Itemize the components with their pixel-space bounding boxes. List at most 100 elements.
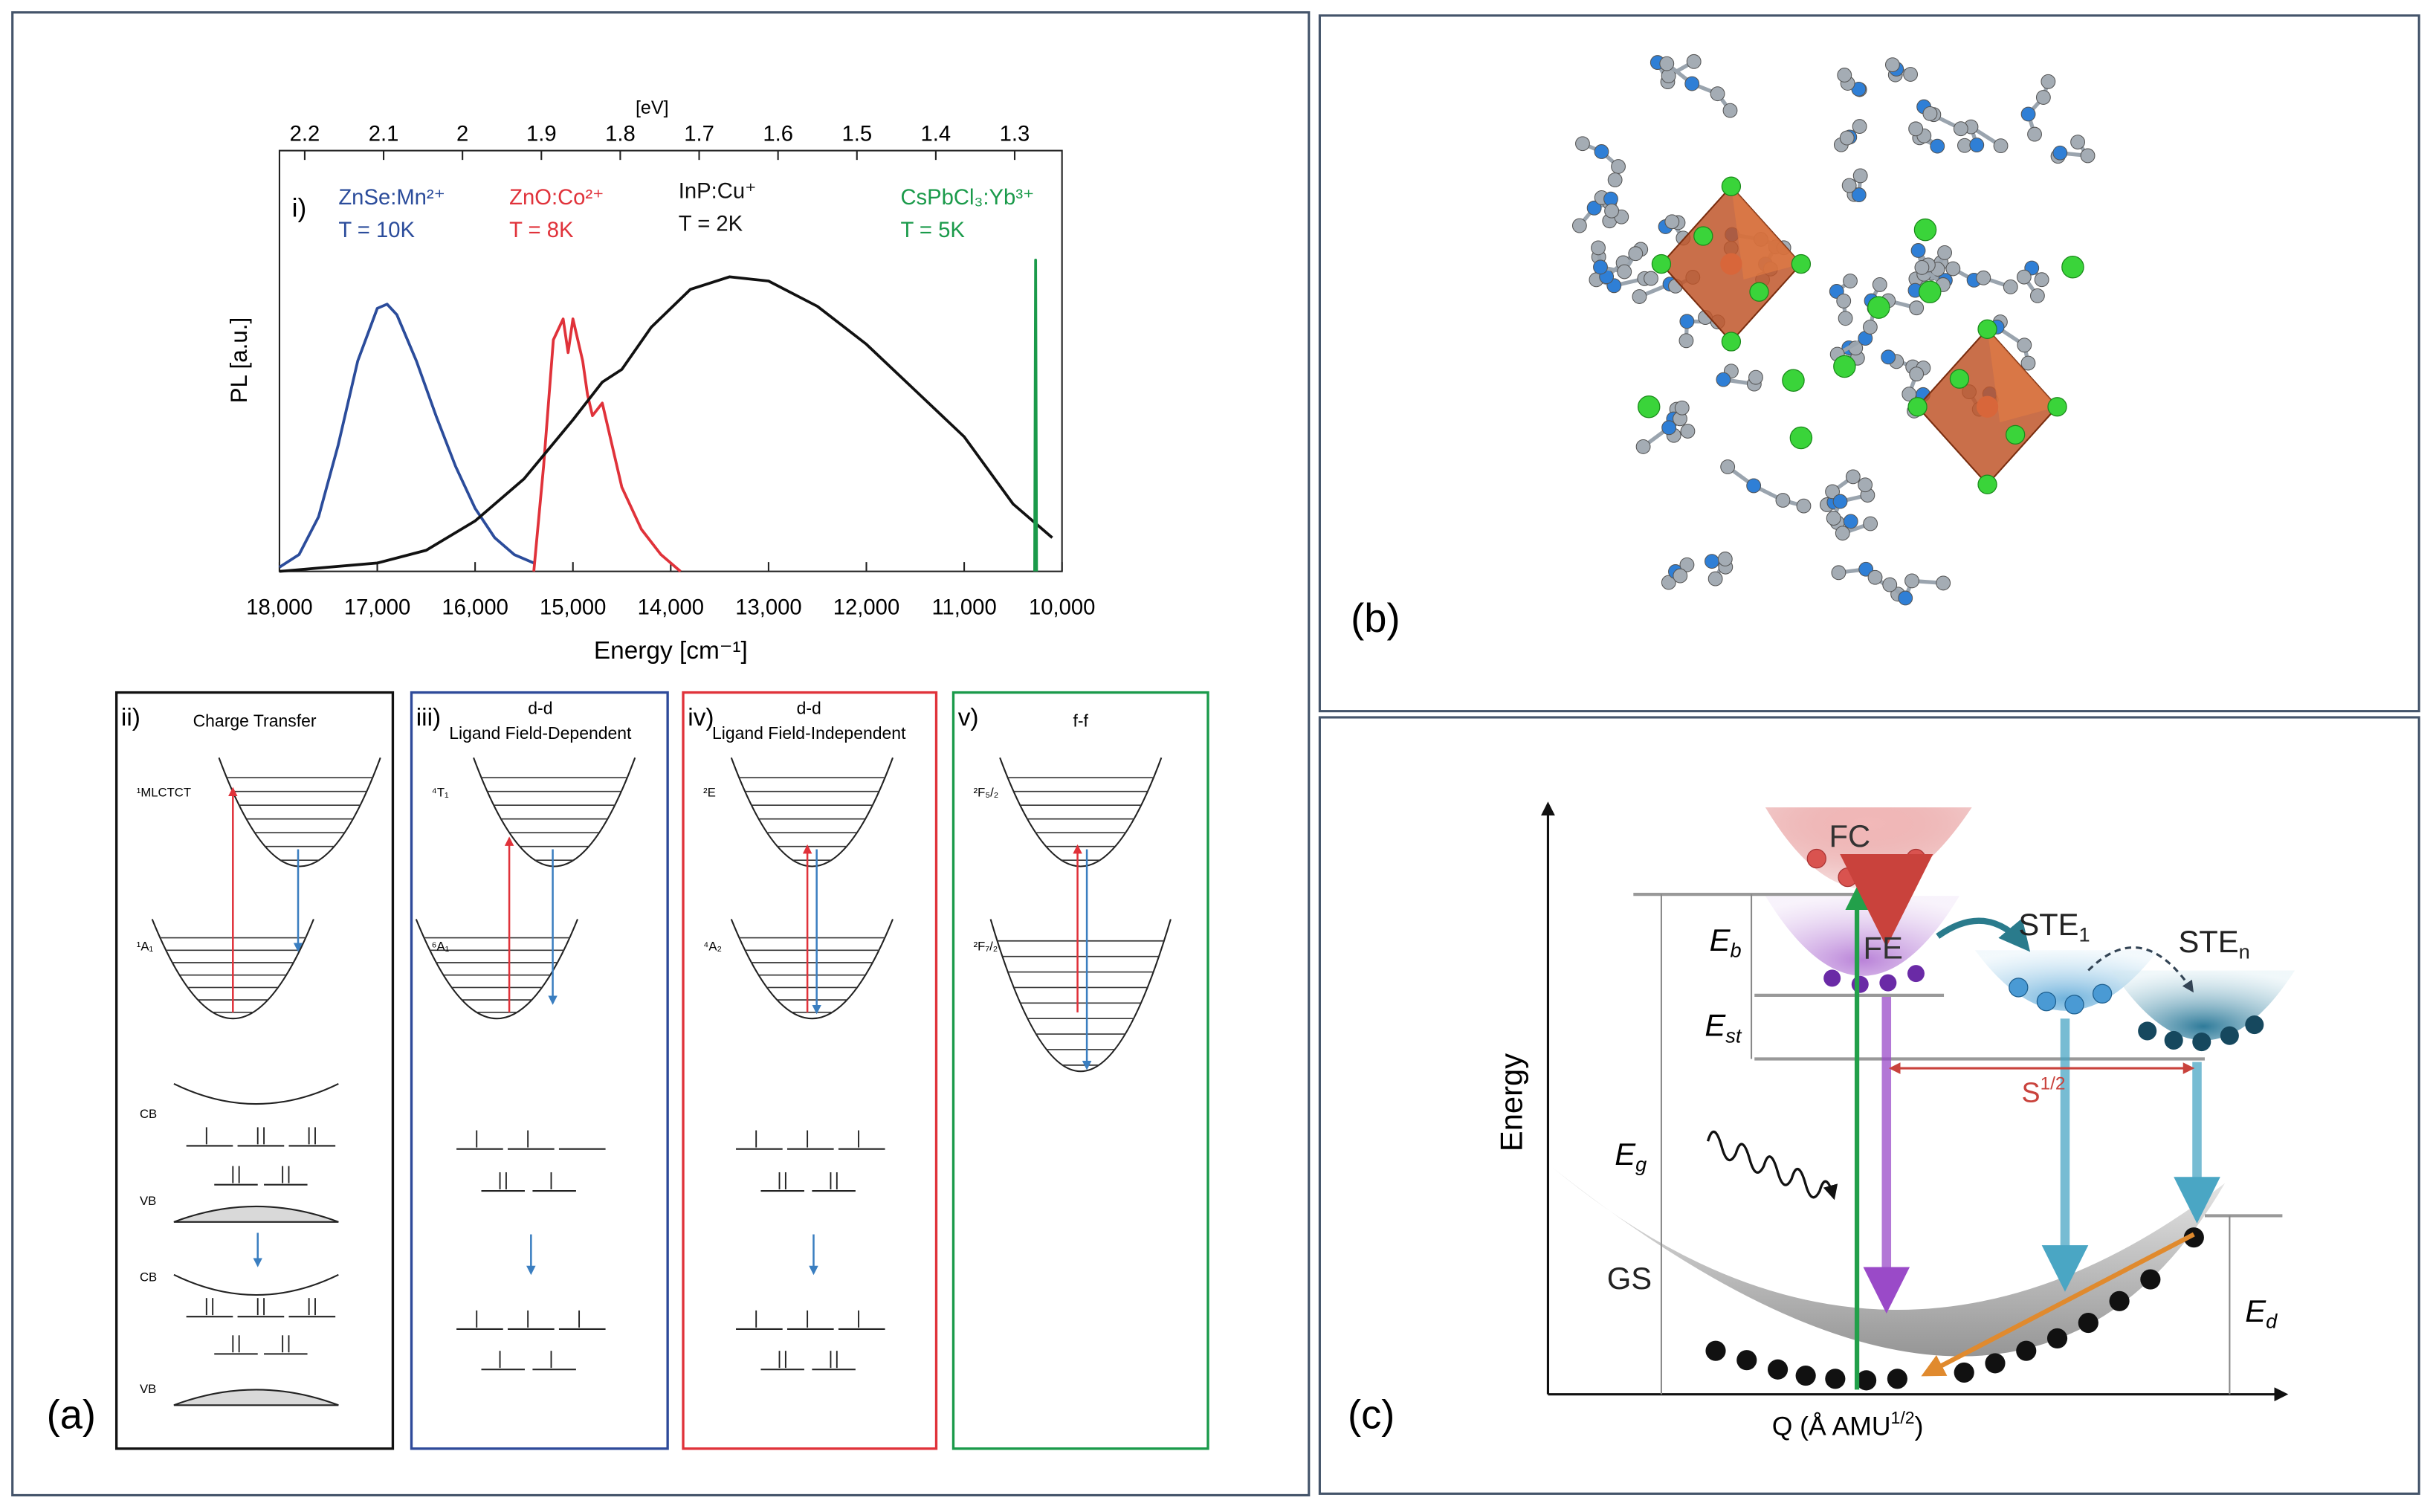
x2-tick-label: 1.8 xyxy=(605,122,636,146)
sten-label-sub: n xyxy=(2239,940,2250,963)
bond xyxy=(1726,465,1805,508)
plot-frame xyxy=(278,149,1063,572)
hot-carrier xyxy=(1872,864,1892,885)
s-label: S1/2 xyxy=(2021,1074,2065,1108)
atom xyxy=(1852,119,1867,135)
fe-label: FE xyxy=(1863,930,1902,965)
atom xyxy=(1775,493,1791,508)
atom xyxy=(1863,516,1878,532)
atom xyxy=(1914,259,1930,275)
scheme-title: d-d xyxy=(797,699,821,718)
sten-exciton xyxy=(2192,1032,2211,1052)
state-label: ⁶A₁ xyxy=(432,940,450,954)
hot-carrier xyxy=(1906,848,1926,869)
sten-exciton xyxy=(2245,1015,2264,1035)
free-exciton xyxy=(1851,975,1869,993)
state-label: ¹MLCTCT xyxy=(137,786,191,800)
scheme-title: Charge Transfer xyxy=(193,711,317,730)
potential-well xyxy=(473,757,636,868)
atom xyxy=(2029,288,2045,303)
sten-exciton xyxy=(2164,1030,2183,1050)
carrier xyxy=(2183,1227,2204,1248)
ste1-exciton xyxy=(2036,992,2057,1012)
ed-label-main: E xyxy=(2245,1293,2266,1328)
est-label-main: E xyxy=(1705,1008,1726,1043)
atom xyxy=(1903,67,1919,82)
atom xyxy=(1837,68,1852,83)
hot-carrier xyxy=(1838,867,1858,888)
atom xyxy=(1858,561,1874,577)
atom xyxy=(2020,106,2036,122)
fc-label: FC xyxy=(1829,818,1870,853)
atom xyxy=(1884,57,1900,73)
potential-well xyxy=(999,757,1163,868)
atom xyxy=(1858,477,1873,493)
atom xyxy=(1575,136,1590,152)
panel-label: i) xyxy=(292,193,307,222)
series-line xyxy=(278,303,534,569)
atom xyxy=(1908,121,1924,137)
carrier xyxy=(1825,1369,1846,1389)
x2-tick-label: 1.3 xyxy=(1000,122,1030,146)
atom xyxy=(1628,246,1644,262)
atom xyxy=(2070,135,2086,150)
halide-atom xyxy=(1791,253,1812,274)
atom xyxy=(1661,575,1676,590)
atom xyxy=(2003,279,2018,294)
atom xyxy=(1845,469,1861,485)
y-axis-label: PL [a.u.] xyxy=(226,317,252,404)
atom xyxy=(2034,272,2049,288)
band-label: VB xyxy=(140,1194,156,1208)
atom xyxy=(1705,554,1719,569)
bond xyxy=(1916,249,1945,286)
trap-arrow xyxy=(1936,917,2031,952)
x-tick-label: 10,000 xyxy=(1029,596,1095,620)
free-exciton xyxy=(1907,965,1925,983)
halide-atom xyxy=(1919,280,1942,303)
sten-exciton xyxy=(2138,1021,2157,1041)
state-label: ¹A₁ xyxy=(137,940,154,954)
x2-tick-label: 2.1 xyxy=(369,122,399,146)
halide-atom xyxy=(2061,256,2084,279)
x2-tick-label: 2.2 xyxy=(290,122,320,146)
band xyxy=(173,1082,339,1105)
scheme-label: iv) xyxy=(688,704,714,731)
atom xyxy=(1825,484,1841,500)
trap-arrow-n xyxy=(2087,946,2194,993)
atom xyxy=(1710,86,1725,102)
atom xyxy=(2052,145,2068,161)
ste1-exciton xyxy=(2064,995,2084,1015)
x-tick-label: 13,000 xyxy=(735,596,801,620)
atom xyxy=(1898,590,1913,606)
x2-tick-label: 1.6 xyxy=(763,122,793,146)
halide-atom xyxy=(1789,426,1813,450)
halide-atom xyxy=(1907,397,1928,417)
atom xyxy=(1838,311,1853,326)
series-line xyxy=(279,275,1053,573)
halide-atom xyxy=(1721,332,1742,352)
halide-atom xyxy=(1693,226,1713,246)
atom xyxy=(1909,366,1925,382)
halide-atom xyxy=(2047,397,2067,417)
atom xyxy=(1796,498,1812,514)
carrier xyxy=(1856,1370,1877,1391)
ste1-exciton xyxy=(2009,978,2029,998)
eg-label: Eg xyxy=(1615,1137,1647,1176)
atom xyxy=(1969,138,1985,152)
carrier xyxy=(2109,1290,2130,1311)
atom xyxy=(1882,577,1898,592)
atom xyxy=(1843,274,1858,288)
atom xyxy=(1902,387,1917,402)
halide-atom xyxy=(1749,282,1769,302)
atom xyxy=(1862,320,1878,335)
atom xyxy=(1836,294,1852,308)
x-axis-label-tail: ) xyxy=(1915,1412,1924,1441)
atom xyxy=(1571,218,1587,233)
bond xyxy=(1665,62,1732,112)
atom xyxy=(1953,121,1968,137)
x-tick-label: 12,000 xyxy=(833,596,899,620)
atom xyxy=(1591,240,1606,256)
x-axis-label: Energy [cm⁻¹] xyxy=(594,637,748,665)
y-axis-label: Energy xyxy=(1494,1053,1529,1151)
